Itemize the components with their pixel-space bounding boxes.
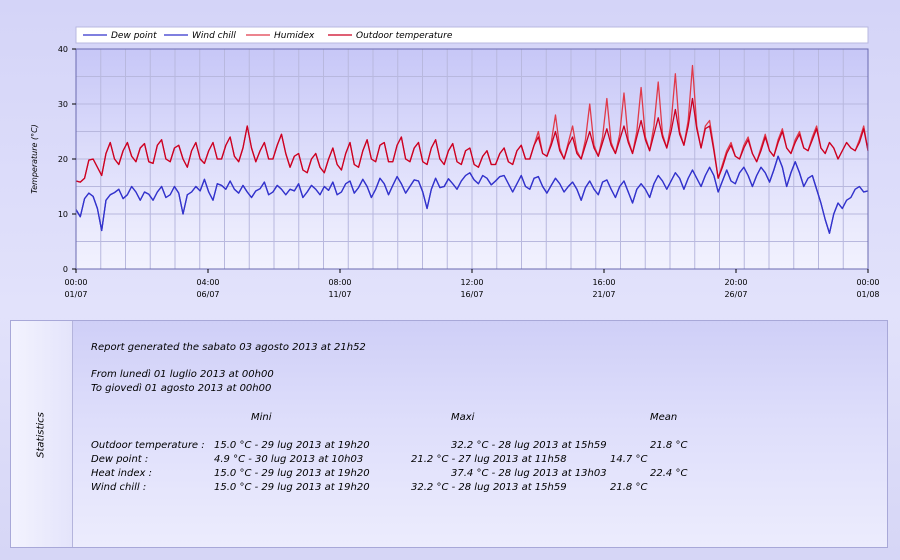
statistics-sidebar-label: Statistics — [35, 412, 47, 458]
x-tick-date-label: 01/07 — [64, 290, 87, 299]
x-tick-time-label: 00:00 — [64, 278, 87, 287]
stats-row-min: 15.0 °C - 29 lug 2013 at 19h20 — [214, 468, 370, 479]
statistics-panel: Statistics Report generated the sabato 0… — [10, 320, 888, 548]
x-tick-date-label: 06/07 — [196, 290, 219, 299]
stats-row-label: Wind chill : — [91, 482, 147, 493]
y-tick-label: 40 — [58, 45, 68, 54]
legend-label: Dew point — [111, 31, 157, 41]
x-tick-date-label: 26/07 — [724, 290, 747, 299]
y-axis-title: Temperature (°C) — [30, 124, 39, 194]
grid-lines — [76, 49, 868, 269]
y-tick-label: 10 — [58, 210, 68, 219]
stats-row-label: Dew point : — [91, 454, 149, 465]
statistics-sidebar: Statistics — [11, 321, 73, 547]
x-tick-time-label: 12:00 — [460, 278, 483, 287]
stats-row-min: 15.0 °C - 29 lug 2013 at 19h20 — [214, 440, 370, 451]
x-tick-time-label: 08:00 — [328, 278, 351, 287]
x-tick-time-label: 04:00 — [196, 278, 219, 287]
x-tick-time-label: 16:00 — [592, 278, 615, 287]
series-line-wind-chill — [75, 155, 869, 234]
x-tick-date-label: 01/08 — [856, 290, 879, 299]
y-axis: 0 10 20 30 40 — [58, 45, 76, 274]
y-tick-label: 20 — [58, 155, 68, 164]
x-tick-time-label: 00:00 — [856, 278, 879, 287]
stats-row-max: 32.2 °C - 28 lug 2013 at 15h59 — [411, 482, 567, 493]
stats-row-max: 37.4 °C - 28 lug 2013 at 13h03 — [451, 468, 607, 479]
period-to-text: To giovedì 01 agosto 2013 at 00h00 — [91, 383, 272, 394]
min-header: Mini — [251, 412, 272, 423]
stats-row-min: 15.0 °C - 29 lug 2013 at 19h20 — [214, 482, 370, 493]
max-header: Maxi — [451, 412, 475, 423]
y-tick-label: 0 — [63, 265, 68, 274]
mean-header: Mean — [650, 412, 678, 423]
stats-row-label: Outdoor temperature : — [91, 440, 205, 451]
series-layer — [75, 64, 869, 234]
period-from-text: From lunedì 01 luglio 2013 at 00h00 — [91, 369, 274, 380]
stats-row-mean: 21.8 °C — [650, 440, 688, 451]
stats-row-mean: 14.7 °C — [610, 454, 648, 465]
stats-row-min: 4.9 °C - 30 lug 2013 at 10h03 — [214, 454, 364, 465]
report-generated-text: Report generated the sabato 03 agosto 20… — [91, 342, 366, 353]
x-tick-date-label: 11/07 — [328, 290, 351, 299]
y-tick-label: 30 — [58, 100, 68, 109]
temperature-chart: 0 10 20 30 40 00:00 01/07 04:00 06/07 08:00 11/07… — [30, 26, 880, 299]
stats-row-label: Heat index : — [91, 468, 152, 479]
x-tick-date-label: 21/07 — [592, 290, 615, 299]
x-axis: 00:00 01/07 04:00 06/07 08:00 11/07 12:00 16/07… — [64, 269, 880, 299]
legend-label: Humidex — [274, 31, 315, 41]
x-tick-time-label: 20:00 — [724, 278, 747, 287]
series-line-outdoor-temperature — [75, 97, 869, 183]
stats-row-max: 32.2 °C - 28 lug 2013 at 15h59 — [451, 440, 607, 451]
legend-label: Wind chill — [192, 31, 236, 41]
legend-box — [75, 26, 869, 44]
legend: Dew point Wind chill Humidex Outdoor temper… — [75, 26, 869, 44]
legend-label: Outdoor temperature — [356, 31, 453, 41]
stats-row-max: 21.2 °C - 27 lug 2013 at 11h58 — [411, 454, 567, 465]
stats-row-mean: 21.8 °C — [610, 482, 648, 493]
x-tick-date-label: 16/07 — [460, 290, 483, 299]
stats-row-mean: 22.4 °C — [650, 468, 688, 479]
